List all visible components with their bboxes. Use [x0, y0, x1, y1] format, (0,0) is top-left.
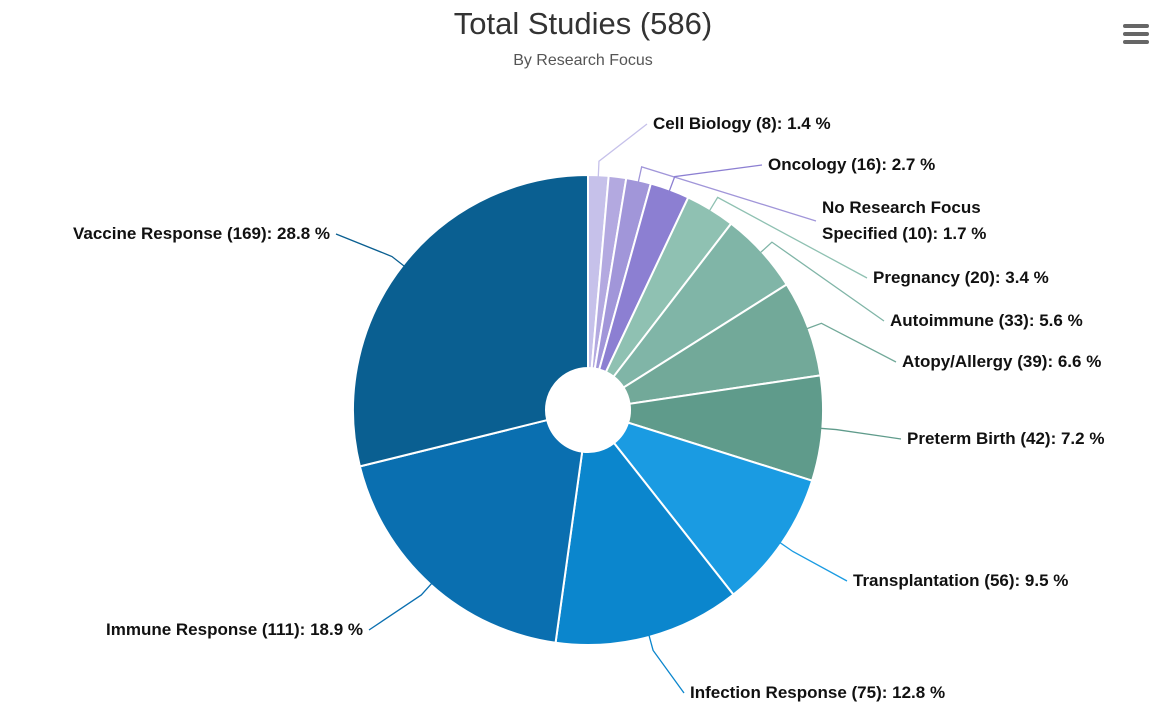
- pie-slice: [358, 418, 584, 644]
- pie-slice: [554, 441, 735, 646]
- leader-line: [637, 166, 817, 222]
- data-label: Pregnancy (20): 3.4 %: [873, 268, 1049, 287]
- menu-icon[interactable]: [1123, 24, 1149, 44]
- leader-line: [368, 582, 433, 631]
- data-label: No Research Focus Specified (10): 1.7 %: [822, 198, 987, 243]
- data-label: Atopy/Allergy (39): 6.6 %: [902, 352, 1102, 371]
- data-label: Preterm Birth (42): 7.2 %: [907, 429, 1105, 448]
- data-label: Infection Response (75): 12.8 %: [690, 683, 946, 702]
- menu-bar: [1123, 40, 1149, 44]
- pie-slice: [612, 421, 814, 596]
- data-label: Oncology (16): 2.7 %: [768, 155, 936, 174]
- pie-slice: [352, 173, 589, 468]
- leader-line: [335, 233, 405, 267]
- leader-line: [668, 164, 763, 192]
- leader-line: [708, 196, 868, 279]
- leader-line: [648, 634, 685, 694]
- data-label: Autoimmune (33): 5.6 %: [890, 311, 1083, 330]
- leader-line: [597, 123, 648, 178]
- data-label: Immune Response (111): 18.9 %: [106, 620, 363, 639]
- leader-line: [806, 322, 897, 363]
- data-label: Vaccine Response (169): 28.8 %: [72, 224, 330, 243]
- pie-slice: [626, 374, 824, 482]
- data-label: Transplantation (56): 9.5 %: [853, 571, 1069, 590]
- chart-subtitle: By Research Focus: [513, 52, 653, 69]
- data-label: Cell Biology (8): 1.4 %: [653, 114, 831, 133]
- leader-line: [759, 241, 885, 322]
- leader-line: [820, 427, 902, 440]
- leader-line: [779, 541, 848, 582]
- menu-bar: [1123, 24, 1149, 28]
- chart-title: Total Studies (586): [453, 6, 713, 41]
- menu-bar: [1123, 32, 1149, 36]
